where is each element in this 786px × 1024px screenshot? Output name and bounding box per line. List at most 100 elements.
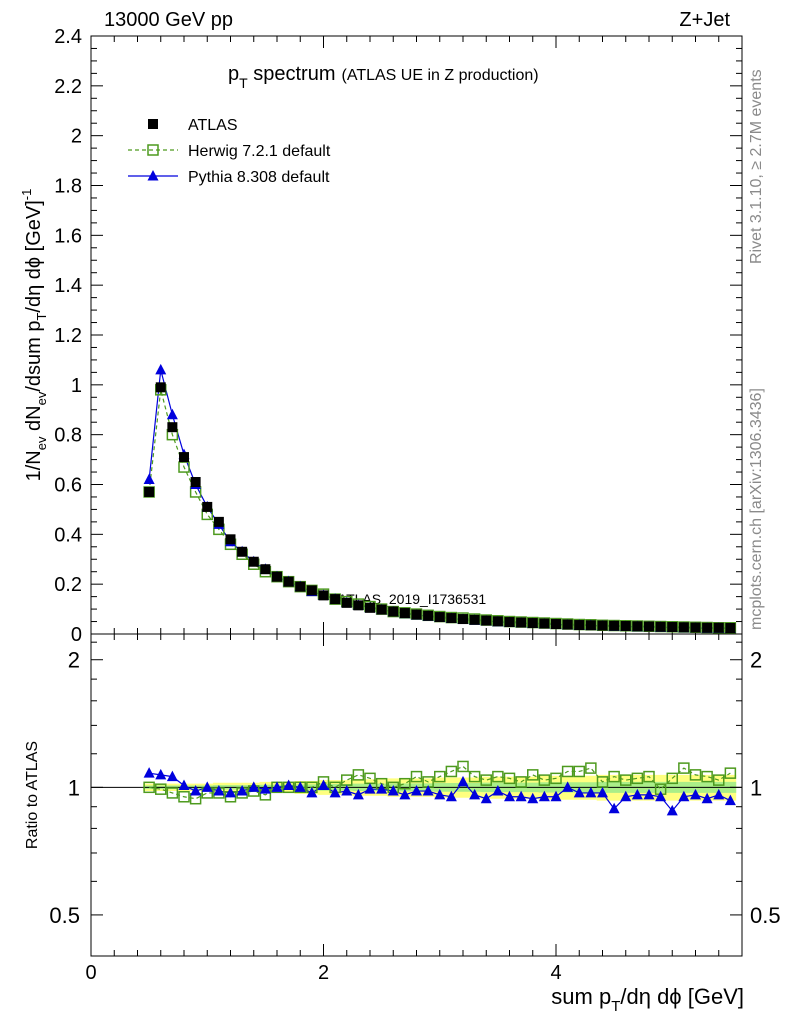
x-tick-label: 2 — [318, 962, 329, 984]
herwig-ratio-point — [515, 776, 527, 788]
atlas-point — [713, 622, 724, 633]
y-tick-label: 0.2 — [54, 574, 82, 596]
herwig-ratio-point — [352, 769, 365, 781]
atlas-point — [248, 556, 259, 567]
y-tick-label: 2.4 — [54, 26, 82, 48]
pythia-ratio-point — [166, 770, 178, 782]
pythia-ratio-point — [248, 781, 260, 792]
pythia-ratio-point — [329, 786, 341, 798]
pythia-ratio-point — [666, 804, 678, 816]
pythia-ratio-point — [713, 788, 725, 800]
atlas-point — [318, 590, 329, 601]
y-tick-label: 0.4 — [54, 524, 82, 546]
title-note: (ATLAS UE in Z production) — [342, 67, 539, 84]
atlas-point — [446, 613, 457, 624]
ratio-frame — [90, 633, 743, 957]
pythia-ratio-point — [515, 790, 527, 802]
pythia-ratio-point — [236, 785, 248, 796]
ratio-y-tick-labels: 0.5 0.5 1 1 2 2 — [49, 648, 780, 928]
pythia-ratio-point — [597, 786, 608, 798]
pythia-point — [155, 363, 167, 375]
pythia-ratio-point — [701, 792, 713, 804]
herwig-ratio-point — [155, 783, 167, 795]
pythia-ratio-point — [445, 790, 457, 802]
atlas-point — [527, 618, 538, 629]
y-tick-label: 1.4 — [54, 275, 82, 297]
atlas-point — [365, 602, 375, 613]
atlas-point — [632, 621, 643, 632]
pythia-ratio-point — [469, 788, 481, 800]
legend-label: Herwig 7.2.1 default — [188, 143, 331, 160]
atlas-point — [434, 612, 445, 623]
atlas-point — [272, 571, 282, 582]
pythia-ratio-point — [411, 785, 422, 796]
atlas-point — [190, 477, 201, 488]
pythia-ratio-point — [364, 783, 376, 794]
svg-text:1/Nev dNev/dsum pT/dη dϕ [GeV: 1/Nev dNev/dsum pT/dη dϕ [GeV]-1 — [19, 189, 49, 482]
ratio-y-tick-label-right: 0.5 — [750, 903, 781, 928]
herwig-ratio-point — [678, 762, 690, 774]
atlas-point — [725, 623, 736, 634]
atlas-point — [306, 585, 317, 596]
pythia-ratio-point — [538, 790, 550, 802]
legend-label: Pythia 8.308 default — [188, 169, 330, 186]
pythia-ratio-point — [690, 788, 701, 800]
pythia-ratio-point — [399, 788, 411, 800]
atlas-point — [504, 617, 515, 628]
atlas-point — [690, 622, 701, 633]
ratio-panel: 0.5 0.5 1 1 2 2 0 2 4 Ratio to ATLAS sum pT/dη … — [24, 633, 781, 1015]
atlas-point — [597, 620, 608, 631]
herwig-ratio-point — [166, 787, 179, 799]
herwig-ratio-point — [457, 760, 469, 773]
herwig-ratio-point — [631, 772, 644, 785]
atlas-point — [551, 619, 561, 630]
atlas-point — [458, 614, 468, 625]
atlas-point — [481, 615, 492, 626]
legend-marker — [147, 144, 159, 156]
header-right: Z+Jet — [679, 9, 730, 31]
atlas-point — [678, 622, 689, 633]
atlas-point — [353, 600, 364, 611]
y-tick-label: 1.6 — [54, 225, 82, 247]
atlas-point — [167, 422, 178, 433]
atlas-point — [155, 382, 166, 393]
pythia-ratio-point — [143, 767, 155, 778]
herwig-ratio-point — [468, 770, 481, 783]
spectrum-y-tick-labels: 0 0.2 0.4 0.6 0.8 1 1.2 1.4 1.6 1.8 2 2.2 2.4 — [54, 26, 82, 646]
ratio-y-tick-label-left: 0.5 — [49, 903, 80, 928]
x-tick-label: 4 — [550, 962, 561, 984]
atlas-point — [411, 609, 422, 620]
ratio-y-tick-label-right: 2 — [750, 648, 762, 673]
pythia-ratio-point — [387, 785, 399, 796]
pythia-ratio-point — [724, 794, 736, 806]
atlas-point — [144, 486, 155, 497]
herwig-ratio-point — [492, 770, 504, 783]
herwig-ratio-point — [620, 774, 632, 786]
atlas-point — [585, 620, 596, 631]
spectrum-series — [143, 363, 737, 634]
atlas-point — [295, 581, 306, 592]
y-tick-label: 1 — [71, 375, 82, 397]
pythia-ratio-point — [585, 786, 597, 798]
herwig-ratio-point — [445, 765, 458, 778]
pythia-point — [166, 408, 178, 420]
herwig-ratio-point — [178, 791, 190, 803]
pythia-ratio-point — [562, 781, 574, 792]
herwig-ratio-point — [643, 770, 655, 783]
atlas-point — [399, 608, 410, 619]
header-left: 13000 GeV pp — [104, 9, 233, 31]
legend: ATLAS Herwig 7.2.1 default Pythia 8.308 de… — [128, 117, 331, 186]
svg-text:pT spectrum(ATLAS UE in Z prod: pT spectrum (ATLAS UE in Z production) — [228, 63, 539, 91]
ratio-y-axis-label: Ratio to ATLAS — [24, 741, 41, 849]
atlas-point — [644, 621, 654, 632]
pythia-ratio-point — [573, 786, 585, 798]
pythia-ratio-point — [318, 779, 329, 790]
atlas-point — [702, 622, 713, 633]
herwig-ratio-point — [143, 781, 155, 794]
atlas-point — [667, 622, 678, 633]
x-tick-labels: 0 2 4 — [85, 962, 561, 984]
pythia-ratio-point — [225, 786, 236, 798]
atlas-point — [225, 534, 236, 545]
title-main: p — [228, 63, 239, 85]
